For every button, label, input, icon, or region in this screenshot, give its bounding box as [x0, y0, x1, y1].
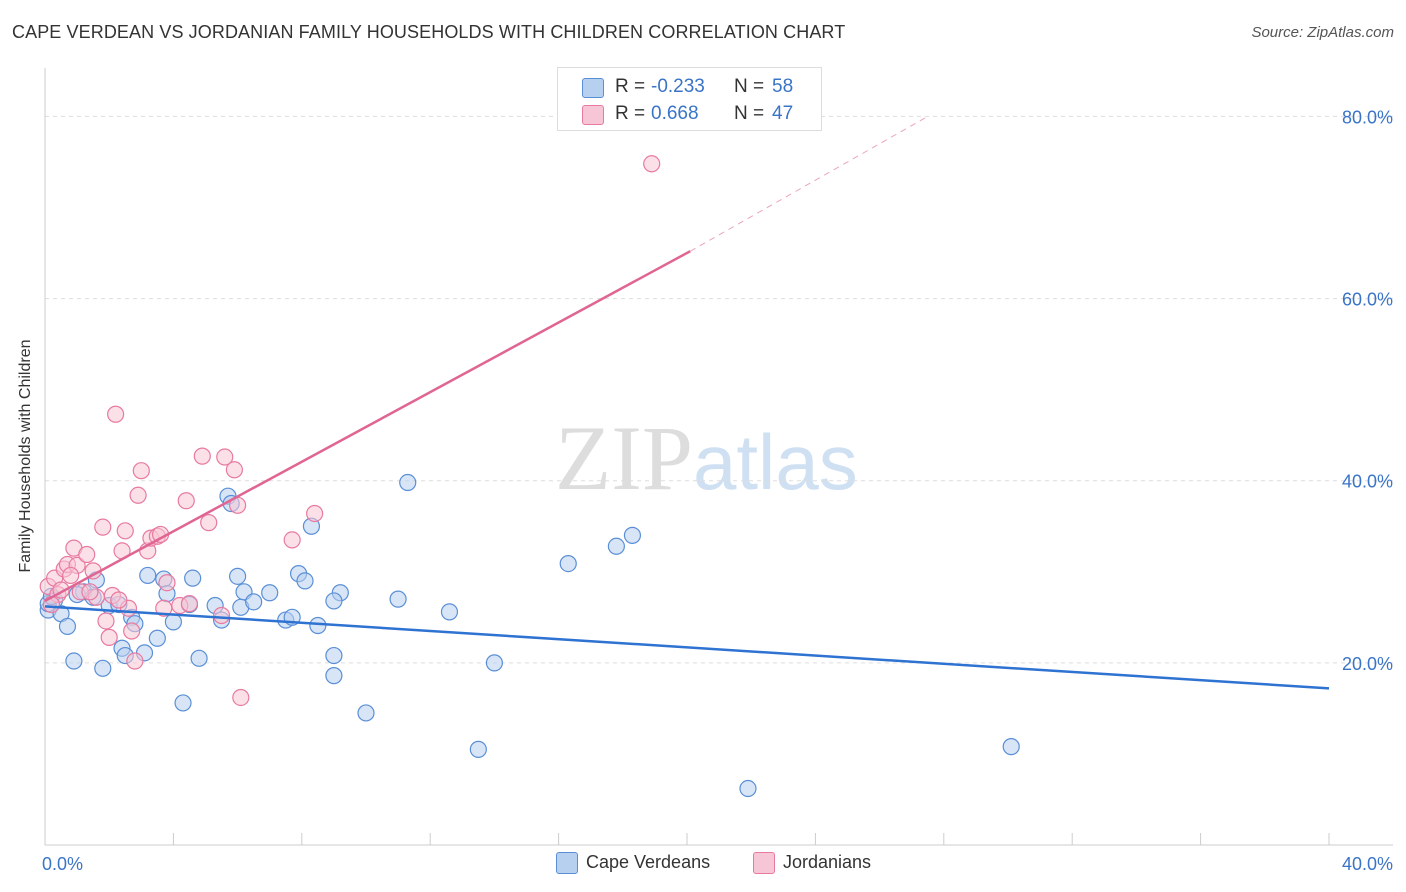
data-point [110, 591, 128, 609]
data-point [184, 569, 202, 587]
trend-line [44, 605, 1330, 690]
trend-line-extension [689, 115, 928, 252]
x-tick-label: 0.0% [42, 854, 83, 874]
legend-r-value: -0.233 [651, 76, 705, 97]
data-point [42, 595, 61, 614]
data-point [116, 522, 134, 540]
legend-label: Cape Verdeans [586, 852, 711, 872]
data-point [129, 486, 147, 504]
legend-swatch [556, 852, 578, 874]
data-point [559, 554, 577, 573]
data-point [643, 155, 661, 173]
data-point [78, 545, 96, 564]
data-point [177, 492, 195, 510]
data-point [440, 603, 459, 621]
data-point [306, 504, 324, 523]
data-point [1002, 738, 1020, 756]
data-point [225, 461, 243, 479]
data-point [94, 518, 112, 536]
legend-n-value: 58 [772, 76, 794, 97]
data-point [623, 526, 642, 544]
source-label: Source: ZipAtlas.com [1251, 24, 1394, 41]
axes [44, 68, 1393, 846]
y-tick-label: 40.0% [1342, 472, 1393, 492]
data-point [325, 667, 343, 685]
data-point [174, 694, 192, 712]
legend-r-label: R = [615, 103, 646, 124]
correlation-legend: R = -0.233 N = 58 R = 0.668 N = 47 [557, 67, 822, 131]
watermark-atlas: atlas [693, 418, 858, 506]
data-point [739, 779, 757, 798]
data-points [39, 155, 1020, 798]
y-tick-label: 80.0% [1342, 107, 1393, 127]
data-point [193, 447, 211, 465]
data-point [389, 590, 407, 608]
data-point [229, 567, 247, 585]
legend-swatch [753, 852, 775, 874]
data-point [132, 462, 150, 480]
data-point [607, 537, 625, 555]
legend-n-label: N = [734, 103, 765, 124]
data-point [232, 688, 250, 707]
data-point [65, 652, 83, 670]
y-tick-label: 60.0% [1342, 290, 1393, 310]
data-point [200, 514, 218, 532]
tick-labels: 20.0% 40.0% 60.0% 80.0% 0.0% 40.0% [42, 107, 1393, 874]
trend-line [44, 250, 691, 603]
grid-lines [45, 115, 1393, 664]
data-point [325, 646, 343, 665]
data-point [485, 654, 503, 672]
data-point [283, 531, 301, 549]
data-point [58, 617, 77, 636]
y-tick-label: 20.0% [1342, 654, 1393, 674]
data-point [357, 704, 375, 722]
legend-row-jordanians: R = 0.668 N = 47 [558, 101, 821, 129]
legend-swatch-jordanians [582, 105, 604, 125]
data-point [148, 629, 166, 647]
data-point [190, 649, 208, 667]
legend-n-label: N = [734, 76, 765, 97]
data-point [216, 448, 234, 466]
data-point [469, 740, 487, 758]
data-point [261, 584, 279, 602]
data-point [62, 566, 80, 585]
legend-swatch-cape-verdeans [582, 78, 604, 98]
legend-r-label: R = [615, 76, 646, 97]
legend-n-value: 47 [772, 103, 794, 124]
trend-lines [44, 115, 1330, 690]
watermark-zip: ZIP [555, 407, 693, 509]
watermark: ZIPatlas [555, 405, 858, 511]
data-point [139, 566, 157, 585]
data-point [296, 572, 314, 590]
chart-title: CAPE VERDEAN VS JORDANIAN FAMILY HOUSEHO… [12, 22, 846, 42]
data-point [309, 616, 327, 635]
data-point [325, 592, 343, 610]
legend-label: Jordanians [783, 852, 872, 872]
data-point [126, 652, 144, 670]
x-tick-label: 40.0% [1342, 854, 1393, 874]
data-point [158, 574, 176, 592]
data-point [399, 473, 417, 492]
data-point [245, 593, 263, 611]
legend-row-cape-verdeans: R = -0.233 N = 58 [558, 74, 821, 102]
data-point [97, 612, 115, 630]
data-point [81, 583, 99, 601]
data-point [107, 405, 125, 423]
data-point [164, 613, 182, 631]
data-point [100, 628, 118, 646]
data-point [123, 622, 141, 640]
data-point [94, 659, 112, 677]
legend-r-value: 0.668 [651, 103, 699, 124]
data-point [180, 595, 199, 613]
data-point [212, 606, 231, 625]
